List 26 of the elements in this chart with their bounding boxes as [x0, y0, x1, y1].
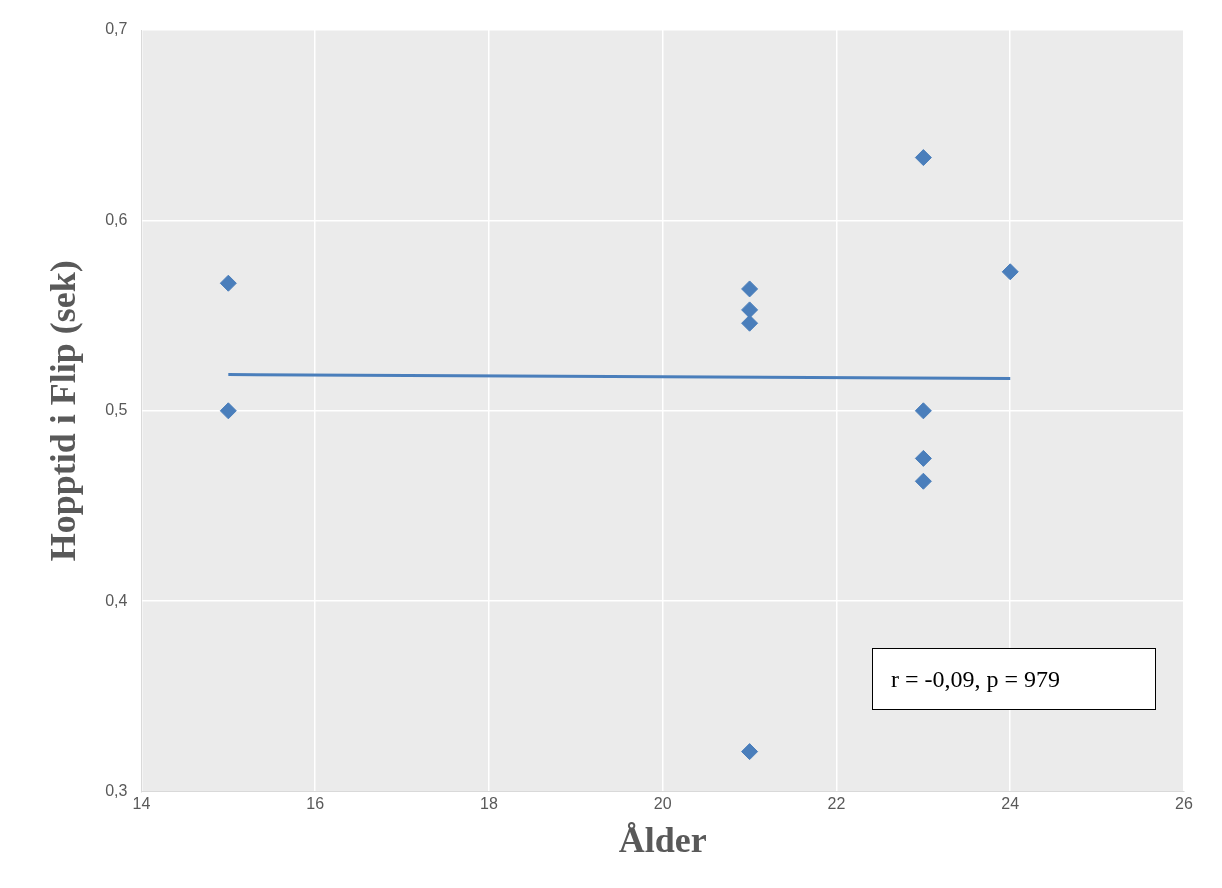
y-tick-label: 0,4: [105, 591, 128, 609]
note-box: r = -0,09, p = 979: [872, 648, 1156, 710]
y-axis-title: Hopptid i Flip (sek): [42, 260, 83, 562]
point: [914, 402, 932, 420]
point: [219, 274, 237, 292]
y-tick-label: 0,6: [105, 210, 128, 228]
point: [1001, 263, 1019, 281]
x-tick-label: 14: [132, 794, 151, 812]
y-tick-label: 0,3: [105, 782, 128, 800]
y-tick-label: 0,7: [105, 20, 128, 38]
point: [741, 314, 759, 332]
point: [741, 301, 759, 319]
point: [741, 743, 759, 761]
point: [219, 402, 237, 420]
x-tick-label: 20: [653, 794, 672, 812]
point: [914, 472, 932, 490]
y-tick-label: 0,5: [105, 401, 128, 419]
x-tick-label: 22: [827, 794, 846, 812]
x-tick-label: 24: [1001, 794, 1020, 812]
x-tick-label: 16: [306, 794, 325, 812]
point: [914, 149, 932, 167]
point: [914, 449, 932, 467]
point: [741, 280, 759, 298]
x-axis-title: Ålder: [618, 819, 707, 860]
x-tick-label: 26: [1175, 794, 1193, 812]
x-tick-label: 18: [480, 794, 498, 812]
